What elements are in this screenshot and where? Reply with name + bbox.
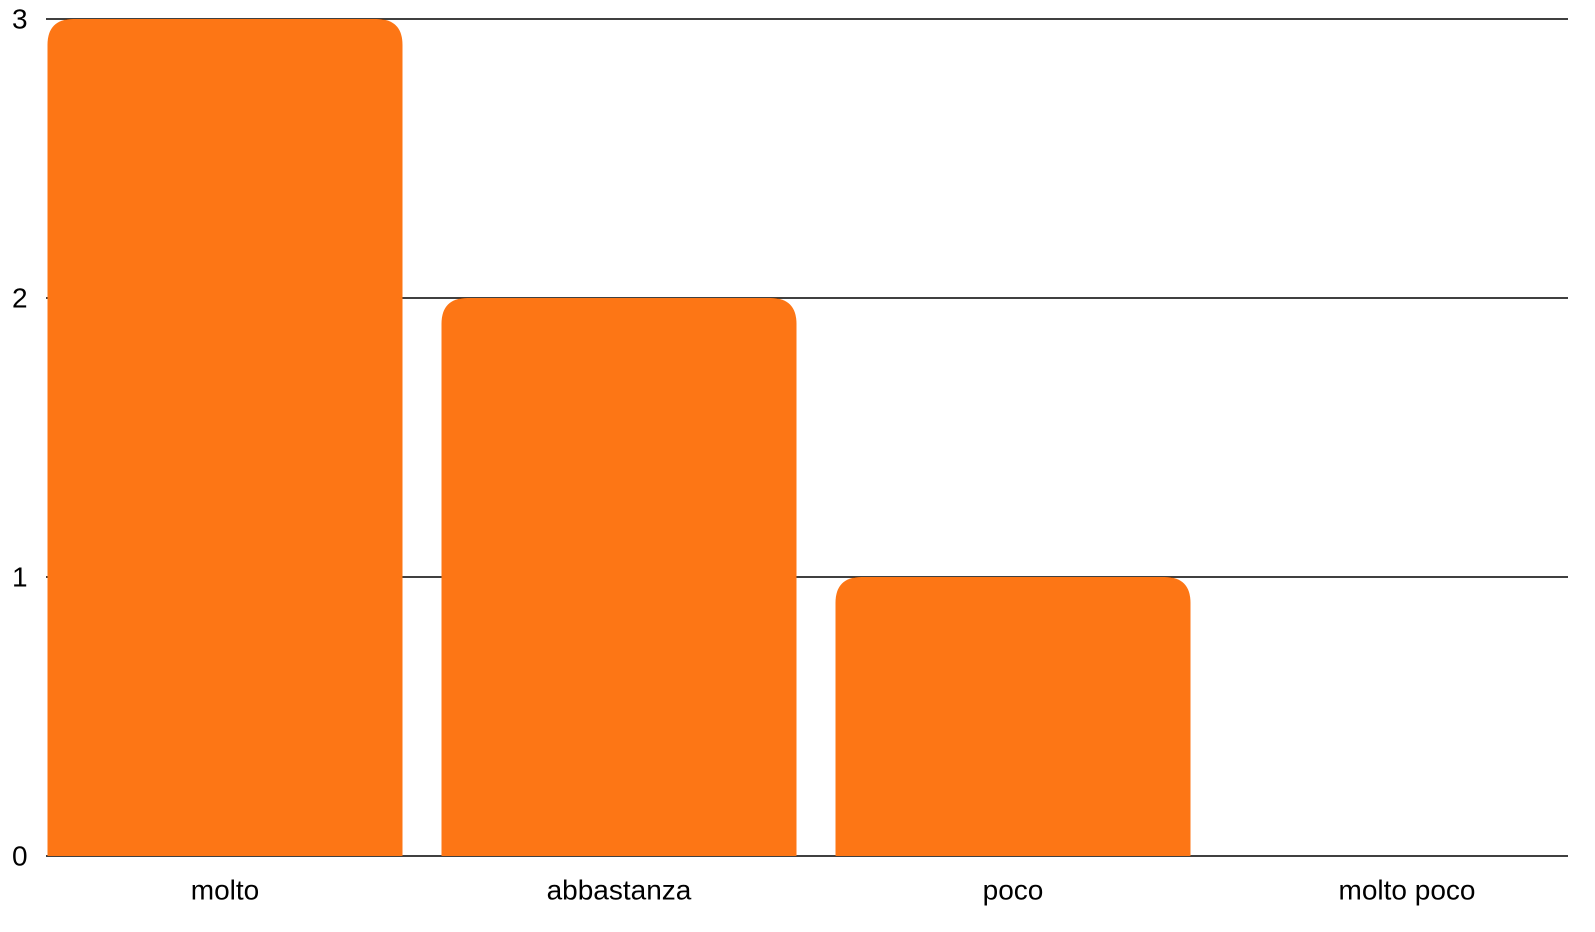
- x-tick-label: molto: [191, 874, 259, 905]
- x-tick-label: molto poco: [1339, 874, 1476, 905]
- x-tick-label: poco: [983, 874, 1044, 905]
- x-tick-label: abbastanza: [547, 874, 692, 905]
- y-tick-label: 0: [12, 840, 28, 871]
- bar: [441, 298, 797, 856]
- y-tick-label: 3: [12, 3, 28, 34]
- y-tick-label: 2: [12, 282, 28, 313]
- bar: [835, 577, 1191, 856]
- bar: [47, 19, 403, 856]
- y-tick-label: 1: [12, 561, 28, 592]
